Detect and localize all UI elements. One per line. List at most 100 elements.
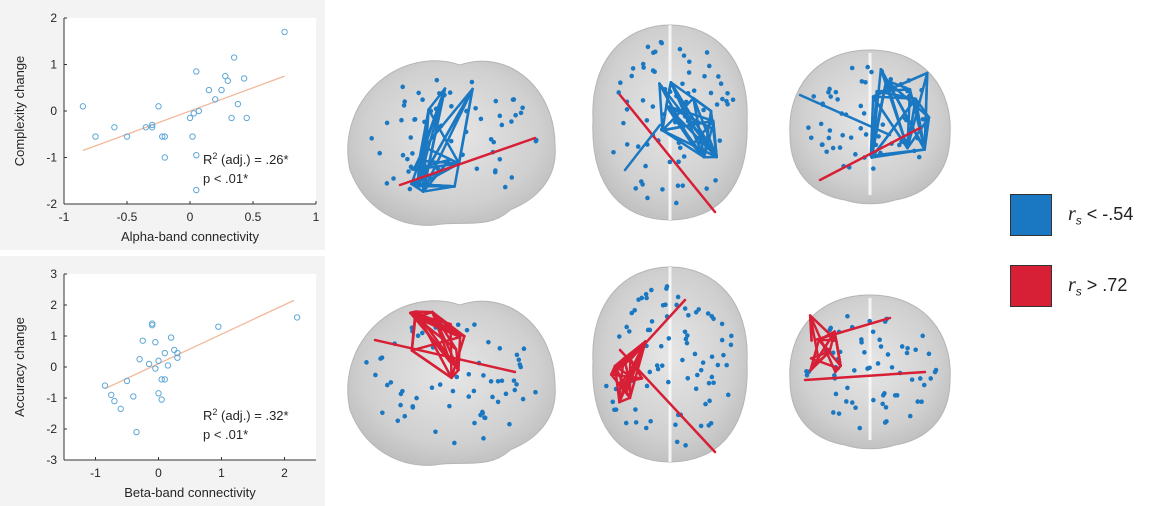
y-axis-label: Accuracy change	[12, 317, 27, 417]
brain-node	[675, 183, 681, 189]
connectivity-edge	[619, 377, 644, 384]
brain-node	[707, 63, 712, 69]
y-tick-label: -1	[46, 391, 57, 405]
brain-node	[833, 391, 839, 397]
data-point	[149, 124, 156, 131]
data-point	[92, 133, 99, 140]
brain-node	[725, 90, 730, 96]
legend-label-positive: rs > .72	[1068, 273, 1128, 299]
brain-node	[828, 94, 834, 99]
brain-node	[724, 362, 729, 368]
connectivity-edge	[619, 373, 630, 384]
brain-node	[416, 90, 421, 96]
data-point	[79, 103, 87, 110]
connectivity-edge	[421, 185, 456, 193]
legend-negative: rs < -.54	[1010, 194, 1133, 236]
brain-node	[399, 117, 404, 123]
brain-node	[471, 388, 477, 394]
brain-node	[913, 347, 918, 353]
connectivity-edge	[427, 87, 447, 111]
brain-node	[677, 145, 683, 151]
brain-node	[482, 415, 487, 420]
brain-node	[880, 401, 885, 407]
data-point	[193, 151, 200, 159]
data-point	[155, 357, 162, 365]
x-tick-label: -1	[59, 210, 70, 224]
brain-node	[880, 122, 886, 127]
y-tick-label: 1	[50, 329, 57, 343]
brain-node	[648, 418, 653, 424]
data-point	[155, 390, 162, 397]
brain-node	[621, 120, 626, 126]
brain-node	[680, 81, 685, 87]
brain-node	[415, 333, 421, 338]
r-squared-annotation: R2 (adj.) = .26*	[203, 151, 289, 167]
brain-node	[643, 163, 648, 169]
brain-node	[875, 361, 881, 366]
connectivity-edge	[410, 315, 417, 352]
connectivity-edge	[398, 136, 537, 187]
brain-node	[652, 69, 657, 75]
connectivity-edge	[691, 119, 715, 146]
brain-node	[680, 183, 686, 188]
brain-node	[706, 423, 712, 428]
data-point	[149, 321, 156, 329]
brain-node	[705, 311, 711, 316]
brain-node	[514, 352, 520, 358]
brain-node	[724, 98, 729, 104]
superscript: 2	[212, 151, 217, 161]
legend-swatch-red	[1010, 265, 1052, 307]
brain-node	[811, 94, 817, 99]
brain-node	[832, 373, 837, 378]
brain-node	[845, 313, 850, 319]
brain-node	[673, 422, 678, 428]
connectivity-edge	[413, 310, 418, 319]
brain-node	[473, 106, 478, 111]
brain-node	[503, 391, 509, 397]
brain-node	[720, 96, 725, 102]
brain-node	[718, 81, 724, 86]
data-point	[130, 393, 137, 400]
brain-node	[684, 340, 690, 346]
brain-node	[629, 310, 635, 316]
brain-node	[447, 90, 453, 95]
brain-node	[853, 152, 858, 157]
brain-node	[862, 350, 867, 355]
superscript: 2	[212, 407, 217, 417]
brain-node	[686, 312, 691, 318]
brain-node	[400, 84, 405, 90]
brain-node	[694, 372, 700, 378]
brain-node	[666, 336, 672, 341]
brain-node	[640, 98, 646, 103]
brain-node	[848, 135, 854, 140]
brain-node	[683, 443, 688, 448]
x-tick-label: -1	[90, 466, 101, 480]
connectivity-edge	[410, 182, 425, 193]
brain-node	[664, 284, 670, 289]
brain-node	[384, 120, 390, 126]
data-point	[149, 121, 156, 129]
data-point	[212, 96, 219, 103]
brain-node	[836, 411, 842, 416]
brain-node	[676, 159, 681, 165]
brain-node	[859, 79, 865, 84]
data-point	[164, 362, 172, 369]
data-point	[174, 349, 181, 357]
data-point	[159, 133, 166, 140]
brain-node	[700, 360, 706, 365]
brain-node	[518, 110, 524, 116]
brain-node	[455, 322, 461, 328]
brain-node	[833, 89, 839, 95]
connectivity-edge	[906, 71, 929, 150]
data-point	[205, 86, 213, 94]
connectivity-edge	[813, 316, 892, 342]
brain-node	[885, 352, 891, 357]
brain-node	[391, 176, 396, 181]
brain-node	[410, 405, 416, 410]
data-point	[136, 356, 143, 363]
brain-node	[701, 107, 706, 113]
brain-node	[406, 169, 411, 174]
x-tick-label: 1	[218, 466, 225, 480]
brain-node	[655, 366, 661, 372]
connectivity-edge	[423, 145, 461, 165]
